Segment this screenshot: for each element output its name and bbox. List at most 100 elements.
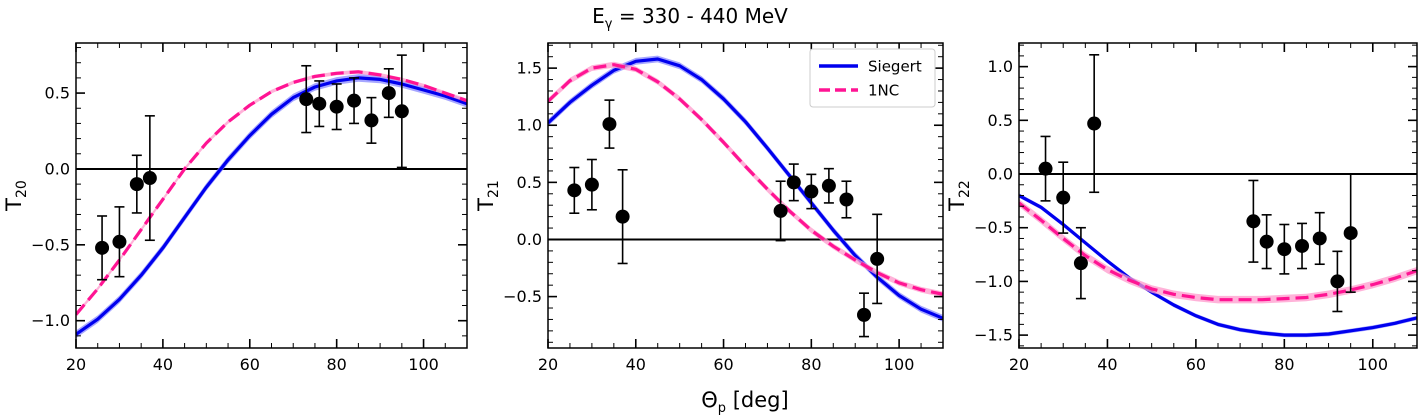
data-point xyxy=(381,67,396,119)
data-marker xyxy=(1259,234,1274,249)
x-tick-label: 60 xyxy=(713,355,733,374)
data-point xyxy=(1312,211,1327,266)
y-axis-label-main: T xyxy=(945,198,969,212)
data-marker xyxy=(95,240,110,255)
data-marker xyxy=(142,171,157,186)
x-tick-label: 20 xyxy=(66,355,86,374)
siegert-curve xyxy=(1019,194,1417,337)
data-point xyxy=(804,173,819,210)
onenc-curve xyxy=(76,70,467,316)
y-tick-label: 0.0 xyxy=(517,230,542,249)
data-point xyxy=(347,77,362,125)
data-marker xyxy=(329,99,344,114)
x-tick-label: 60 xyxy=(1186,355,1206,374)
y-tick-label: 1.5 xyxy=(517,59,542,78)
data-marker xyxy=(381,86,396,101)
y-tick-label: 0.5 xyxy=(45,84,70,103)
x-tick-label: 40 xyxy=(153,355,173,374)
data-marker xyxy=(299,92,314,107)
data-marker xyxy=(394,104,409,119)
legend-frame xyxy=(809,48,936,108)
data-point xyxy=(1277,223,1292,275)
data-marker xyxy=(615,209,630,224)
y-tick-label: −0.5 xyxy=(31,235,70,254)
data-point xyxy=(394,54,409,169)
shared-x-axis-label: Θp [deg] xyxy=(701,388,788,416)
figure-title-rest: = 330 - 440 MeV xyxy=(612,4,788,28)
data-point xyxy=(567,166,582,215)
panel-t21: 20 40 60 80 100 −0.5 0.0 0.5 1.0 1.5 T21 Siegert 1NC xyxy=(474,42,944,374)
y-tick-label: 1.0 xyxy=(988,57,1013,76)
y-axis-label-sub: 20 xyxy=(14,180,30,198)
y-tick-label: 0.5 xyxy=(988,111,1013,130)
data-point xyxy=(1056,161,1071,234)
data-point xyxy=(364,96,379,144)
data-marker xyxy=(1056,190,1071,205)
x-tick-label: 40 xyxy=(1097,355,1117,374)
x-tick-label: 40 xyxy=(626,355,646,374)
y-tick-label: −0.5 xyxy=(974,218,1013,237)
data-point xyxy=(773,180,788,242)
x-tick-label: 20 xyxy=(538,355,558,374)
data-marker xyxy=(773,203,788,218)
data-marker xyxy=(1312,231,1327,246)
x-tick-label: 100 xyxy=(1358,355,1389,374)
x-tick-label: 80 xyxy=(801,355,821,374)
data-marker xyxy=(804,184,819,199)
data-point xyxy=(312,80,327,128)
data-point xyxy=(95,215,110,281)
data-point xyxy=(870,213,885,305)
data-marker xyxy=(584,177,599,192)
data-marker xyxy=(567,183,582,198)
data-point xyxy=(329,83,344,131)
data-point xyxy=(129,154,144,214)
data-marker xyxy=(870,251,885,266)
data-point xyxy=(1259,214,1274,270)
y-axis-label: T20 xyxy=(2,180,30,212)
data-marker xyxy=(839,192,854,207)
data-marker xyxy=(364,113,379,128)
data-point xyxy=(1073,226,1088,300)
panel-t22: 20 40 60 80 100 −1.5 −1.0 −0.5 0.0 0.5 1.0 T22 xyxy=(945,42,1418,374)
onenc-band xyxy=(1019,199,1417,304)
data-marker xyxy=(112,234,127,249)
onenc-curve xyxy=(1019,201,1417,302)
data-point xyxy=(1330,250,1345,313)
data-marker xyxy=(857,307,871,322)
data-point xyxy=(1087,54,1102,194)
y-tick-label: −1.0 xyxy=(974,272,1013,291)
data-point xyxy=(1343,173,1358,293)
y-tick-label: 0.0 xyxy=(988,165,1013,184)
data-marker xyxy=(312,96,327,111)
y-axis-label: T22 xyxy=(945,180,973,212)
y-axis-label-main: T xyxy=(2,198,26,212)
y-tick-label: 0.5 xyxy=(517,173,542,192)
data-point xyxy=(602,99,617,149)
data-marker xyxy=(1330,274,1345,289)
data-point xyxy=(1246,179,1261,263)
legend-label-siegert: Siegert xyxy=(868,58,922,76)
data-marker xyxy=(1246,214,1261,229)
data-point xyxy=(299,64,314,134)
data-marker xyxy=(347,93,362,108)
siegert-curve xyxy=(76,76,467,336)
figure-title-sub: γ xyxy=(605,17,613,32)
x-tick-label: 60 xyxy=(240,355,260,374)
legend-label-onenc: 1NC xyxy=(868,82,899,100)
figure-title: Eγ = 330 - 440 MeV xyxy=(592,4,788,32)
siegert-band xyxy=(548,55,943,322)
y-axis-label-sub: 21 xyxy=(486,180,502,198)
x-tick-label: 80 xyxy=(326,355,346,374)
data-marker xyxy=(821,178,836,193)
data-marker xyxy=(786,175,801,190)
data-marker xyxy=(1038,161,1053,176)
onenc-curve xyxy=(548,63,943,296)
y-tick-label: −1.5 xyxy=(974,326,1013,345)
data-point xyxy=(615,168,630,265)
data-marker xyxy=(129,177,144,192)
data-point xyxy=(1038,135,1053,202)
y-axis-label-sub: 22 xyxy=(957,180,973,198)
data-marker xyxy=(1343,226,1358,241)
plot-area xyxy=(1019,173,1417,338)
data-point xyxy=(839,180,854,219)
